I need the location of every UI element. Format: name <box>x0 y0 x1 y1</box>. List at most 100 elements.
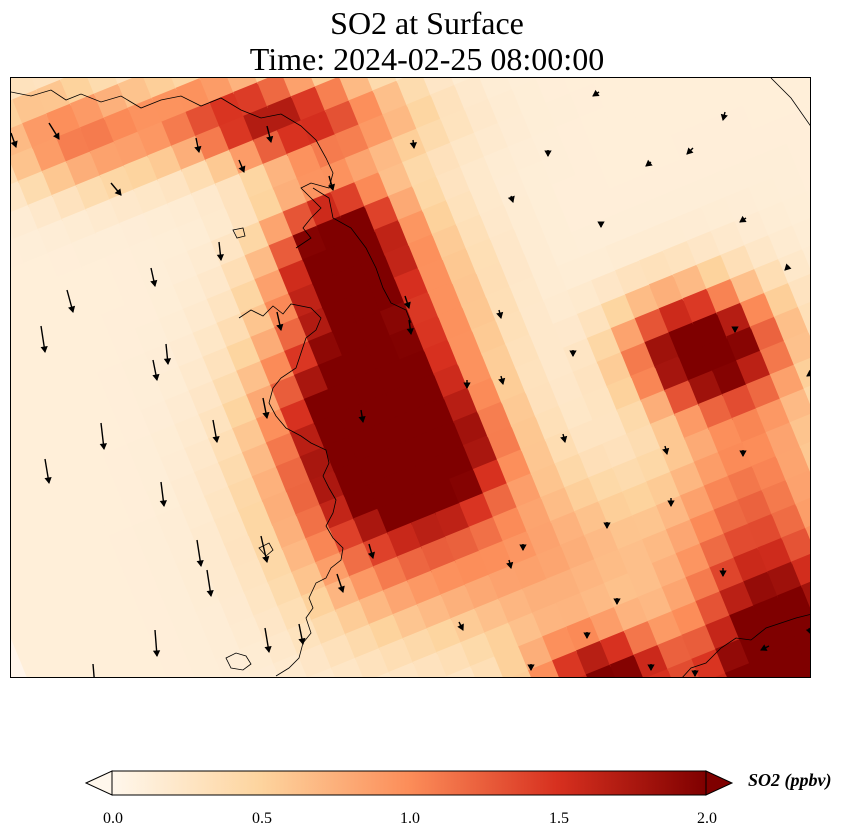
grid-cell <box>347 426 385 463</box>
grid-cell <box>777 584 810 622</box>
grid-cell <box>733 546 770 584</box>
wind-vector-head <box>496 311 504 319</box>
grid-cell <box>88 477 126 514</box>
grid-cell <box>684 427 721 464</box>
grid-cell <box>329 517 366 555</box>
wind-vector-head <box>719 570 727 578</box>
grid-cell <box>772 166 809 204</box>
grid-cell <box>243 581 281 618</box>
grid-cell <box>118 549 155 586</box>
grid-cell <box>291 561 328 598</box>
wind-vector-head <box>238 165 246 173</box>
wind-vector-head <box>206 589 214 598</box>
colorbar-extend-min <box>84 770 113 796</box>
grid-cell <box>515 357 552 394</box>
grid-cell <box>172 274 210 311</box>
grid-cell <box>36 78 73 116</box>
grid-cell <box>672 264 710 301</box>
grid-cell <box>350 229 387 266</box>
wind-vector-head <box>784 263 792 271</box>
grid-cell <box>560 534 597 571</box>
wind-vector-head <box>264 645 272 654</box>
grid-cell <box>129 236 166 273</box>
grid-cell <box>650 413 687 450</box>
grid-cell <box>600 293 638 331</box>
grid-cell <box>616 399 653 436</box>
grid-cell <box>310 133 348 170</box>
grid-cell <box>699 78 736 94</box>
grid-cell <box>11 574 26 611</box>
grid-cell <box>776 109 810 146</box>
wind-vector-head <box>667 500 675 508</box>
grid-cell <box>91 280 128 317</box>
grid-cell <box>565 140 603 177</box>
grid-cell <box>458 492 496 529</box>
grid-cell <box>540 486 578 524</box>
grid-cell <box>256 408 293 445</box>
grid-cell <box>11 540 40 578</box>
grid-cell <box>553 313 590 350</box>
grid-cell <box>524 381 562 418</box>
grid-cell <box>589 606 627 643</box>
grid-cell <box>740 292 777 329</box>
grid-cell <box>550 510 587 547</box>
grid-cell <box>163 250 200 287</box>
grid-cell <box>470 655 507 677</box>
wind-vector-head <box>647 664 655 672</box>
grid-cell <box>792 214 810 252</box>
grid-cell <box>800 99 810 136</box>
grid-cell <box>354 647 392 677</box>
grid-cell <box>15 367 52 404</box>
grid-cell <box>209 567 247 604</box>
grid-cell <box>157 168 194 206</box>
grid-cell <box>472 458 510 495</box>
wind-vector-head <box>731 326 739 334</box>
grid-cell <box>767 560 804 598</box>
grid-cell <box>257 78 294 109</box>
grid-cell <box>59 405 96 442</box>
grid-cell <box>76 650 113 677</box>
grid-cell <box>230 278 268 316</box>
grid-cell <box>517 160 555 197</box>
grid-cell <box>426 141 463 179</box>
wind-vector-head <box>805 628 810 634</box>
grid-cell <box>582 385 620 422</box>
grid-cell <box>783 330 810 367</box>
grid-cell <box>64 487 102 524</box>
grid-cell <box>348 89 386 127</box>
wind-vector-head <box>739 215 747 223</box>
grid-cell <box>152 563 189 600</box>
wind-vector-head <box>266 135 274 143</box>
grid-cell <box>519 299 556 336</box>
grid-cell <box>685 90 722 128</box>
grid-cell <box>23 252 61 289</box>
grid-cell <box>219 591 257 628</box>
wind-vector-head <box>216 254 224 262</box>
colorbar <box>84 770 734 796</box>
grid-cell <box>599 630 637 667</box>
grid-cell <box>569 82 607 119</box>
grid-cell <box>447 329 484 366</box>
grid-cell <box>11 459 34 496</box>
grid-cell <box>764 282 801 319</box>
grid-cell <box>623 620 661 657</box>
grid-cell <box>140 399 178 437</box>
grid-cell <box>313 412 351 449</box>
grid-cell <box>236 360 273 397</box>
grid-cell <box>585 663 623 677</box>
grid-cell <box>171 610 209 648</box>
grid-cell <box>248 187 286 224</box>
grid-cell <box>579 106 617 143</box>
grid-cell <box>327 378 365 415</box>
grid-cell <box>384 243 421 280</box>
grid-cell <box>46 102 83 140</box>
grid-cell <box>139 260 176 297</box>
grid-cell <box>634 307 672 345</box>
wind-vector-head <box>194 145 202 153</box>
grid-cell <box>632 504 669 542</box>
grid-cell <box>194 461 231 499</box>
grid-cell <box>75 174 113 212</box>
grid-cell <box>763 618 800 656</box>
grid-cell <box>756 78 794 98</box>
coastline-lower-right <box>682 614 810 677</box>
